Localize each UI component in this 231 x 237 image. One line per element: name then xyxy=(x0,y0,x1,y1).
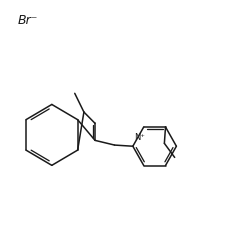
Text: Br⁻: Br⁻ xyxy=(17,14,38,27)
Text: N⁺: N⁺ xyxy=(134,133,144,142)
